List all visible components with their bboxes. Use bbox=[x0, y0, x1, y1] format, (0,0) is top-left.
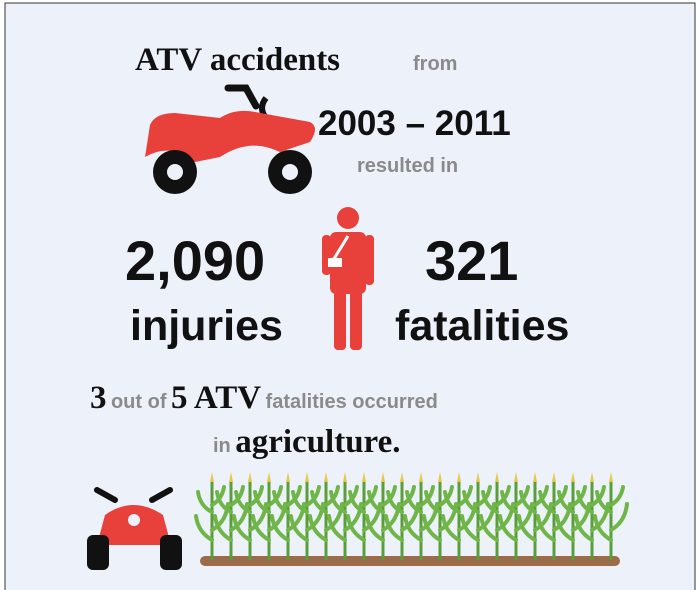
agri-sector: agriculture. bbox=[235, 424, 400, 460]
headline-subject: ATV accidents bbox=[135, 42, 340, 78]
injuries-label: injuries bbox=[130, 302, 283, 350]
agri-out-of: out of bbox=[111, 391, 167, 413]
fatalities-value: 321 bbox=[425, 229, 518, 292]
injuries-value: 2,090 bbox=[125, 229, 265, 292]
agri-fatalities: fatalities occurred bbox=[266, 391, 438, 413]
agri-count: 3 bbox=[90, 380, 107, 416]
agri-in: in bbox=[213, 435, 231, 457]
headline-period: 2003 – 2011 bbox=[318, 104, 511, 143]
agri-line-2: in agriculture. bbox=[213, 424, 401, 460]
fatalities-label: fatalities bbox=[395, 302, 569, 350]
headline-resulted: resulted in bbox=[357, 155, 458, 177]
headline-from: from bbox=[413, 53, 457, 75]
page: {"headline": {"subject": "ATV accidents"… bbox=[0, 0, 700, 590]
agri-total: 5 ATV bbox=[171, 380, 261, 416]
infographic: ATV accidents from 2003 – 2011 resulted … bbox=[0, 0, 700, 590]
